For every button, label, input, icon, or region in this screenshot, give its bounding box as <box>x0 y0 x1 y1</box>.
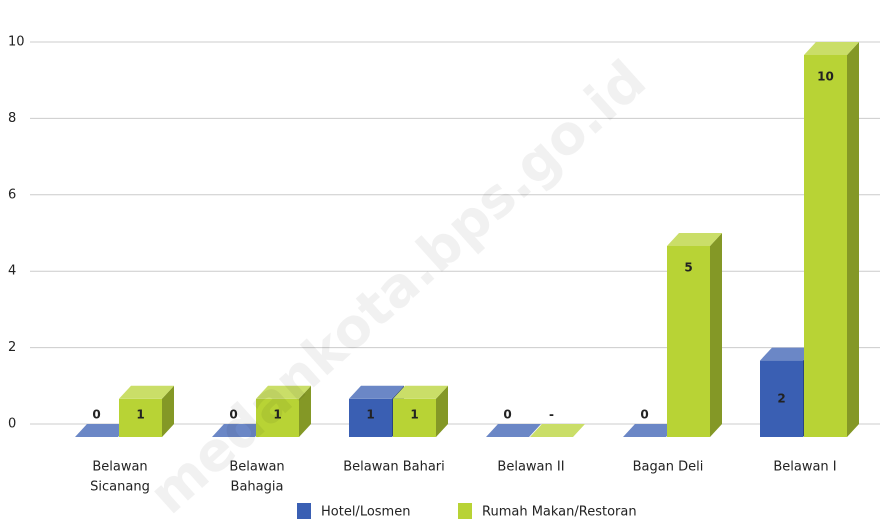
data-label: 2 <box>777 391 785 405</box>
legend-swatch <box>458 503 472 519</box>
bar <box>804 42 859 437</box>
bar <box>667 233 722 437</box>
bar <box>256 385 311 437</box>
bar-top <box>760 347 815 361</box>
legend-swatch <box>297 503 311 519</box>
bar-top <box>667 233 722 246</box>
bar-side <box>847 42 859 437</box>
legend-label: Rumah Makan/Restoran <box>482 505 637 520</box>
bar-front <box>804 55 847 437</box>
bar-top <box>212 424 267 437</box>
bar-top <box>75 424 130 437</box>
legend-label: Hotel/Losmen <box>321 505 410 520</box>
bar <box>623 424 678 437</box>
bar-top <box>623 424 678 437</box>
bar-top <box>804 42 859 55</box>
data-label: - <box>549 408 554 422</box>
bar <box>486 424 541 437</box>
y-tick-label: 4 <box>8 264 16 279</box>
bar-top <box>393 385 448 399</box>
bar-front <box>349 398 392 437</box>
y-tick-label: 0 <box>8 417 16 432</box>
x-tick-label: Belawan <box>229 460 284 475</box>
bar <box>212 424 267 437</box>
data-label: 0 <box>92 408 100 422</box>
y-tick-label: 10 <box>8 35 25 50</box>
bar-front <box>119 398 162 437</box>
data-label: 5 <box>684 261 692 275</box>
data-label: 1 <box>136 407 144 421</box>
bar <box>393 385 448 437</box>
bar-side <box>710 233 722 437</box>
data-label: 0 <box>229 408 237 422</box>
x-tick-label: Bagan Deli <box>633 460 704 475</box>
bar-front <box>667 246 710 437</box>
x-tick-label: Sicanang <box>90 480 150 495</box>
x-tick-label: Belawan II <box>497 460 564 475</box>
bar <box>75 424 130 437</box>
x-tick-label: Bahagia <box>231 480 284 495</box>
bar-front <box>256 398 299 437</box>
y-tick-label: 8 <box>8 111 16 126</box>
bar-top <box>256 385 311 399</box>
y-tick-label: 2 <box>8 340 16 355</box>
bar-side <box>162 385 174 437</box>
data-label: 10 <box>817 70 834 84</box>
data-label: 1 <box>366 407 374 421</box>
bar-top <box>349 385 404 399</box>
bar-top <box>119 385 174 399</box>
data-label: 0 <box>640 408 648 422</box>
bar-front <box>393 398 436 437</box>
bar <box>530 424 585 437</box>
x-tick-label: Belawan Bahari <box>343 460 445 475</box>
bar-side <box>436 385 448 437</box>
data-label: 0 <box>503 408 511 422</box>
bar-front <box>760 360 803 437</box>
bar <box>119 385 174 437</box>
bar-side <box>299 385 311 437</box>
bar-top <box>530 424 585 437</box>
data-label: 1 <box>273 407 281 421</box>
y-tick-label: 6 <box>8 187 16 202</box>
x-tick-label: Belawan I <box>773 460 836 475</box>
x-tick-label: Belawan <box>92 460 147 475</box>
bar-top <box>486 424 541 437</box>
data-label: 1 <box>410 407 418 421</box>
